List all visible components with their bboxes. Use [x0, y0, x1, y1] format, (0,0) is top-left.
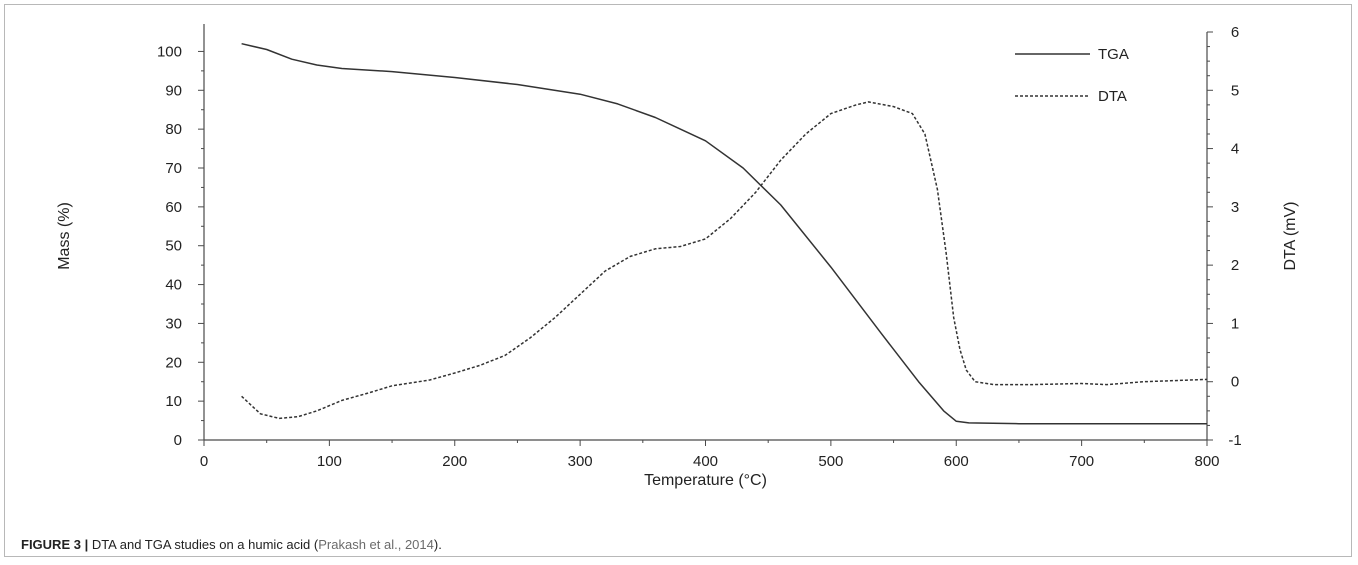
- x-tick-label: 100: [317, 453, 342, 470]
- y-right-tick-label: 1: [1231, 315, 1239, 332]
- axis-labels: Temperature (°C) Mass (%) DTA (mV): [56, 201, 1299, 489]
- y-right-tick-label: 0: [1231, 374, 1239, 391]
- y-left-tick-label: 30: [165, 315, 182, 332]
- y-left-tick-label: 20: [165, 354, 182, 371]
- y-right-axis-title: DTA (mV): [1282, 201, 1299, 270]
- y-right-tick-label: 4: [1231, 141, 1239, 158]
- y-right-tick-label: 6: [1231, 24, 1239, 41]
- x-tick-label: 600: [944, 453, 969, 470]
- y-left-tick-label: 0: [174, 432, 182, 449]
- y-right-tick-label: 2: [1231, 257, 1239, 274]
- y-left-tick-label: 10: [165, 393, 182, 410]
- caption-end: ).: [433, 537, 442, 552]
- y-right-tick-label: 5: [1231, 82, 1239, 99]
- y-left-tick-label: 70: [165, 160, 182, 177]
- caption-reference-link[interactable]: Prakash et al., 2014: [318, 537, 434, 552]
- x-tick-label: 400: [693, 453, 718, 470]
- y-left-tick-label: 90: [165, 82, 182, 99]
- legend-label-dta: DTA: [1098, 88, 1127, 105]
- figure-frame: 0 100 200 300 400 500 600 700 800 0 10 20 30 40 50 60 70…: [4, 4, 1352, 557]
- caption-label: FIGURE 3 |: [21, 537, 89, 552]
- series-layer: [241, 42, 1208, 425]
- x-tick-label: 500: [818, 453, 843, 470]
- x-axis-title: Temperature (°C): [644, 472, 767, 489]
- x-tick-label: 800: [1194, 453, 1219, 470]
- y-left-tick-label: 60: [165, 199, 182, 216]
- y-left-tick-label: 100: [157, 43, 182, 60]
- x-tick-label: 700: [1069, 453, 1094, 470]
- y-right-tick-label: -1: [1228, 432, 1241, 449]
- figure-caption: FIGURE 3 | DTA and TGA studies on a humi…: [21, 537, 442, 552]
- x-tick-label: 300: [568, 453, 593, 470]
- caption-text: DTA and TGA studies on a humic acid (: [88, 537, 319, 552]
- y-left-tick-label: 50: [165, 238, 182, 255]
- y-left-axis-title: Mass (%): [56, 202, 73, 270]
- y-right-tick-label: 3: [1231, 199, 1239, 216]
- series-line-dta: [241, 101, 1208, 420]
- series-line-tga: [241, 42, 1207, 425]
- axes: 0 100 200 300 400 500 600 700 800010203040506070…: [157, 24, 1242, 470]
- legend-label-tga: TGA: [1098, 46, 1129, 63]
- y-left-tick-label: 40: [165, 277, 182, 294]
- legend: TGA DTA: [1015, 46, 1129, 105]
- x-tick-label: 0: [200, 453, 208, 470]
- tga-dta-chart: 0 100 200 300 400 500 600 700 800010203040506070…: [56, 24, 1299, 489]
- x-tick-label: 200: [442, 453, 467, 470]
- y-left-tick-label: 80: [165, 121, 182, 138]
